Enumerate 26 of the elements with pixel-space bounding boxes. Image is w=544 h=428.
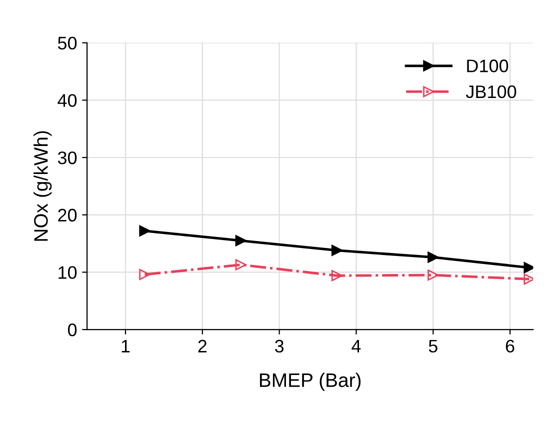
x-axis-title: BMEP (Bar) [260,372,361,391]
y-tick-label: 20 [58,208,77,222]
point [139,268,150,280]
y-tick-label: 0 [68,323,77,336]
point [235,259,246,270]
point [524,262,534,274]
y-tick-label: 40 [58,94,77,107]
y-tick-label: 10 [58,266,77,279]
y-axis-title: NOx (g/kWh) [34,131,52,241]
x-tick-label: 1 [122,340,130,352]
x-tick-label: 6 [506,340,514,353]
point [235,235,246,246]
point [428,270,439,281]
x-tick-label: 3 [274,340,284,353]
legend-label: D100 [467,60,508,72]
point [524,274,534,285]
point [331,270,343,282]
x-tick-label: 4 [352,340,361,352]
legend-label: JB100 [466,85,516,98]
point [331,244,343,256]
y-tick-label: 30 [58,151,77,164]
point [428,252,439,263]
x-tick-label: 2 [198,340,207,352]
x-tick-label: 5 [428,340,438,353]
y-tick-label: 50 [58,36,77,50]
point [139,225,150,236]
